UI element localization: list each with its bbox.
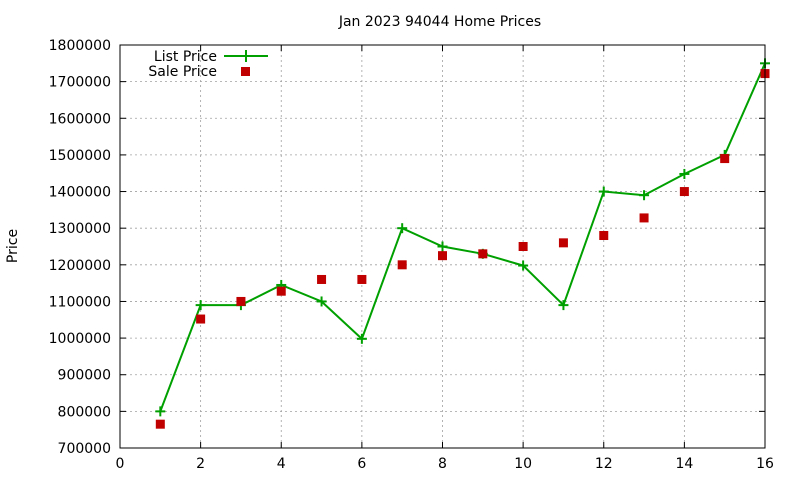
x-axis: 0 2 4 6 8 10 12 14 16 [116,45,774,472]
data-point-sale-price [478,249,488,259]
y-tick-label: 1000000 [49,331,111,347]
y-tick-label: 800000 [58,404,111,420]
y-tick-label: 1100000 [49,294,111,310]
data-point-sale-price [357,274,367,284]
y-axis: 700000 800000 900000 1000000 1100000 1200000 1… [49,38,765,457]
data-point-sale-price [679,187,689,197]
data-point-sale-price [236,296,246,306]
data-point-sale-price [196,314,206,324]
legend-marker-sale-price [241,67,250,76]
data-point-sale-price [397,260,407,270]
data-point-list-price [679,168,690,179]
data-point-sale-price [639,213,649,223]
legend-marker-list-price [240,50,252,62]
x-tick-label: 0 [116,456,125,472]
x-tick-label: 8 [438,456,447,472]
data-point-sale-price [518,242,528,251]
data-point-list-price [356,333,367,344]
y-tick-label: 700000 [58,441,111,457]
data-point-list-price [437,241,448,252]
legend: List Price Sale Price [148,49,268,80]
data-point-sale-price [558,238,568,248]
data-point-sale-price [276,286,286,296]
y-tick-label: 1700000 [49,75,111,91]
data-point-list-price [639,190,650,201]
chart-title: Jan 2023 94044 Home Prices [338,14,541,30]
legend-label-sale-price: Sale Price [148,64,217,80]
y-tick-label: 1600000 [49,111,111,127]
data-point-sale-price [317,274,327,284]
x-tick-label: 12 [595,456,613,472]
legend-label-list-price: List Price [154,49,217,65]
plot-frame [119,44,766,449]
x-tick-label: 6 [357,456,366,472]
y-tick-label: 900000 [58,368,111,384]
data-point-sale-price [438,251,447,261]
data-point-sale-price [599,231,609,241]
y-tick-label: 1500000 [49,148,111,164]
data-point-list-price [155,406,166,417]
x-tick-label: 2 [196,456,205,472]
data-point-list-price [397,223,408,234]
data-point-list-price [195,300,206,311]
y-axis-label: Price [5,229,21,263]
series-line-list-price [159,62,766,412]
data-point-list-price [598,186,609,197]
y-tick-label: 1300000 [49,221,111,237]
data-point-list-price [316,296,327,307]
x-tick-label: 10 [514,456,532,472]
y-tick-label: 1400000 [49,185,111,201]
x-tick-label: 14 [675,456,693,472]
data-point-sale-price [720,154,730,164]
data-point-sale-price [155,419,165,429]
plot-area [155,58,770,429]
x-tick-label: 4 [277,456,286,472]
x-tick-label: 16 [756,456,774,472]
data-point-list-price [518,260,529,271]
y-tick-label: 1800000 [49,38,111,54]
y-tick-label: 1200000 [49,258,111,274]
data-point-list-price [558,300,569,311]
